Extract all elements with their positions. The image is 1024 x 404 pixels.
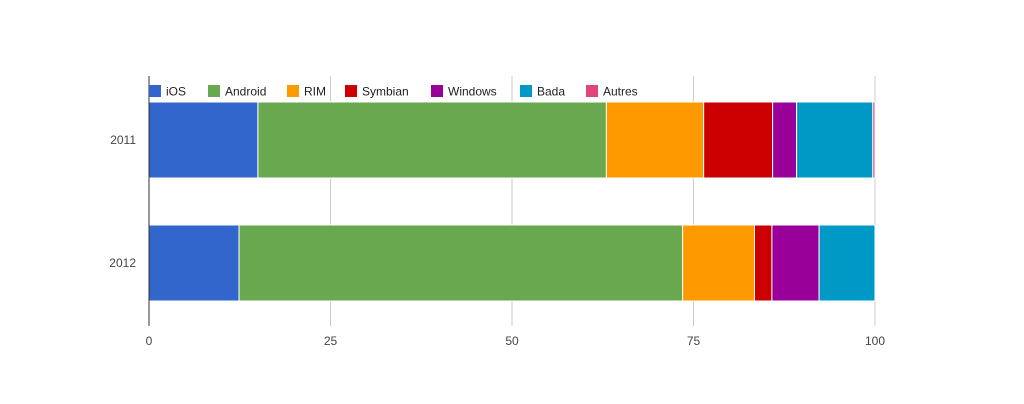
bar-symbian-2011 [703,101,774,179]
legend-label-autres: Autres [603,85,638,99]
legend-swatch-rim [287,85,299,97]
y-tick-label: 2011 [110,133,136,147]
bar-ios-2011 [148,101,259,179]
bar-windows-2012 [771,224,820,302]
legend: iOS Android RIM Symbian Windows Bada Autres [149,85,638,99]
bar-android-2011 [257,101,607,179]
legend-label-android: Android [225,85,266,99]
bar-rim-2011 [605,101,705,179]
x-tick-label: 100 [865,334,885,348]
legend-label-ios: iOS [166,85,186,99]
x-tick-label: 50 [505,334,519,348]
bar-android-2012 [238,224,684,302]
bar-rim-2012 [682,224,755,302]
x-tick-label: 0 [146,334,153,348]
bars [148,101,876,302]
bar-bada-2011 [796,101,874,179]
legend-swatch-autres [586,85,598,97]
legend-swatch-ios [149,85,161,97]
y-tick-label: 2012 [109,256,136,270]
legend-label-symbian: Symbian [362,85,409,99]
axis: 0 25 50 75 100 2011 2012 [109,76,885,348]
legend-label-bada: Bada [537,85,565,99]
bar-symbian-2012 [753,224,773,302]
legend-label-windows: Windows [448,85,497,99]
x-tick-label: 25 [324,334,338,348]
bar-autres-2011 [872,101,876,179]
bar-bada-2012 [818,224,876,302]
legend-label-rim: RIM [304,85,326,99]
bar-ios-2012 [148,224,240,302]
legend-swatch-android [208,85,220,97]
bar-windows-2011 [772,101,798,179]
x-tick-label: 75 [687,334,701,348]
legend-swatch-windows [431,85,443,97]
legend-swatch-bada [520,85,532,97]
legend-swatch-symbian [345,85,357,97]
